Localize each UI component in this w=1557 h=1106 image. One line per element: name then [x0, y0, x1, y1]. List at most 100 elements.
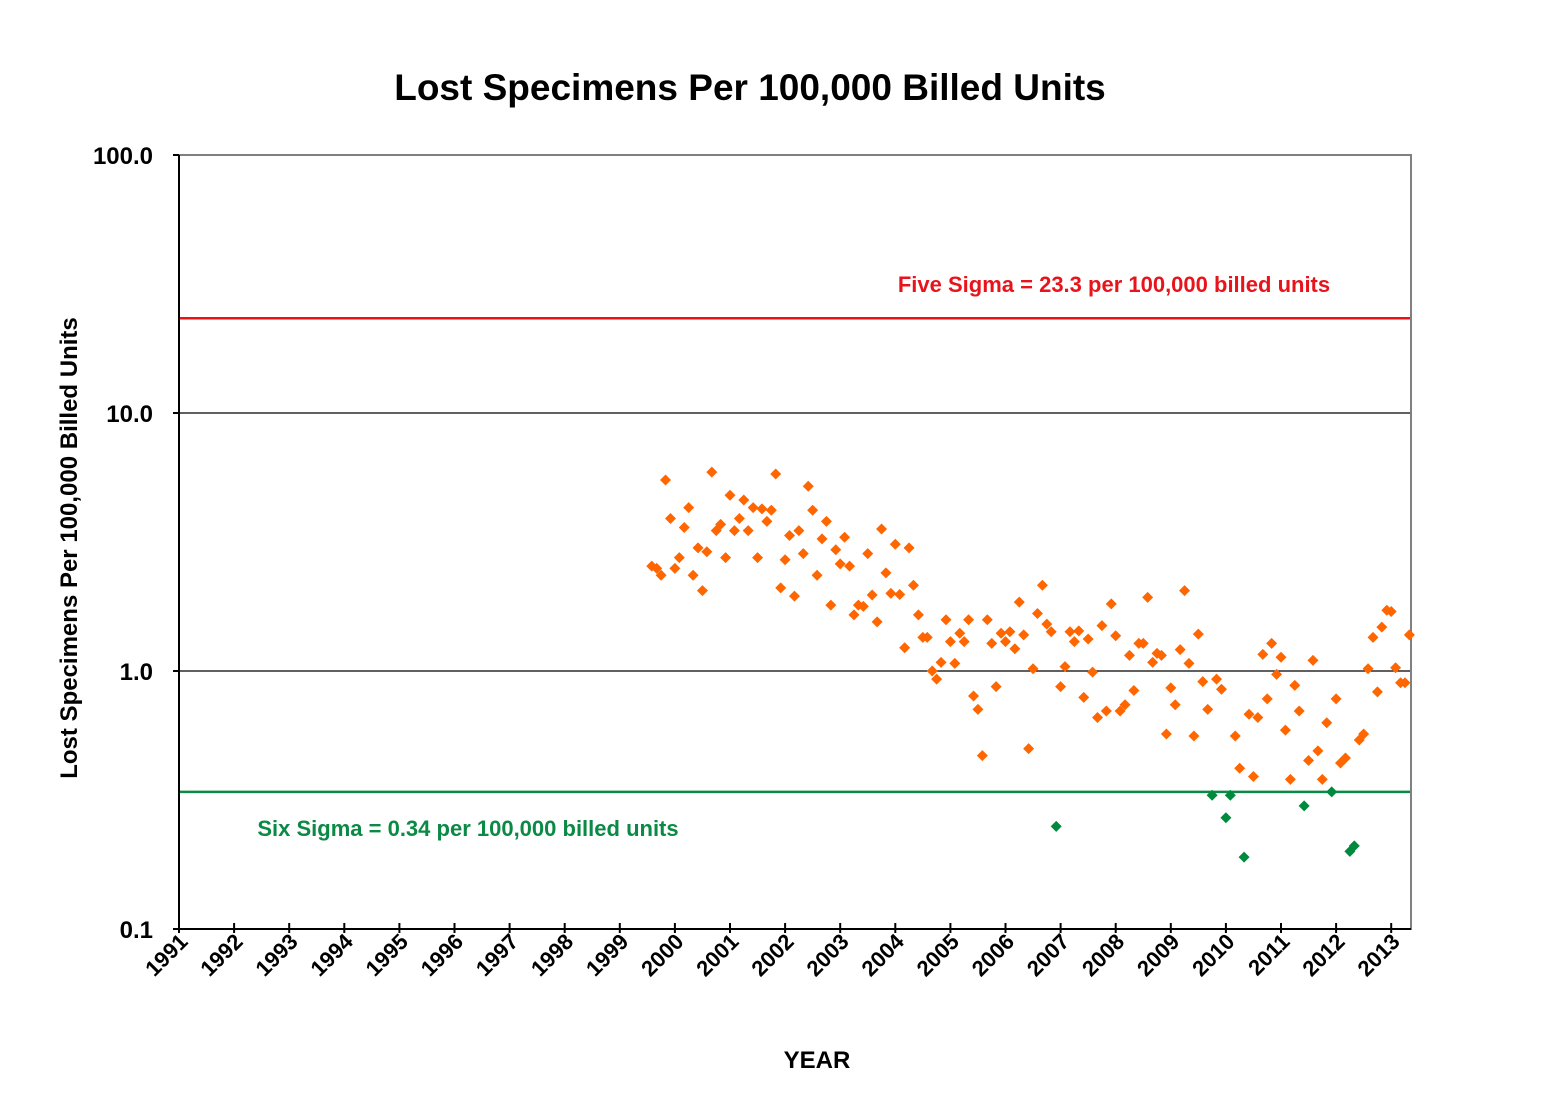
data-point: [844, 560, 856, 572]
data-point: [1110, 630, 1122, 642]
x-tick-label: 2013: [1352, 929, 1404, 981]
data-point: [1197, 676, 1209, 688]
data-point: [1243, 708, 1255, 720]
x-tick-label: 2002: [746, 929, 798, 981]
data-point: [1147, 656, 1159, 668]
data-point: [981, 614, 993, 626]
data-point: [926, 665, 938, 677]
data-point: [830, 544, 842, 556]
data-point: [738, 494, 750, 506]
data-point: [1174, 644, 1186, 656]
x-axis-ticks: 1991 1992 1993 1994 1995 1996 1997 1998 1999 2000…: [140, 923, 1405, 981]
x-tick-label: 1995: [361, 929, 413, 981]
data-point: [1293, 705, 1305, 717]
data-point: [779, 554, 791, 566]
data-point: [1399, 677, 1411, 689]
data-point: [724, 489, 736, 501]
data-point: [1137, 637, 1149, 649]
data-point: [1000, 636, 1011, 648]
data-point: [1064, 626, 1076, 638]
data-point: [1303, 754, 1315, 766]
data-point: [1073, 625, 1085, 637]
data-point: [1045, 626, 1057, 638]
data-point: [1078, 691, 1090, 703]
data-point: [807, 504, 819, 516]
data-point: [944, 636, 956, 648]
data-point: [1261, 693, 1273, 705]
data-point: [935, 656, 947, 668]
data-point: [876, 523, 888, 535]
data-point: [664, 513, 676, 525]
data-point: [866, 589, 878, 601]
data-point: [1018, 629, 1030, 641]
x-tick-label: 2004: [857, 928, 910, 981]
data-point: [811, 569, 823, 581]
data-point: [1059, 661, 1071, 673]
data-point: [1229, 730, 1241, 742]
data-point: [1160, 728, 1172, 740]
data-point: [1403, 629, 1415, 641]
data-point: [1376, 621, 1388, 633]
data-point: [940, 614, 952, 626]
data-point: [889, 538, 901, 550]
chart-title: Lost Specimens Per 100,000 Billed Units: [394, 67, 1106, 108]
data-point: [1119, 699, 1131, 711]
data-point: [802, 480, 814, 492]
data-point: [1155, 649, 1167, 661]
data-point: [1358, 728, 1370, 740]
data-point: [728, 525, 740, 537]
data-point: [669, 562, 681, 574]
data-point: [1013, 596, 1025, 608]
data-point: [1114, 705, 1126, 717]
data-point: [1050, 820, 1062, 832]
data-point: [871, 616, 883, 628]
data-point: [976, 750, 988, 762]
data-point: [1257, 648, 1269, 660]
data-point: [912, 609, 924, 621]
data-point: [1206, 789, 1218, 801]
data-point: [1211, 673, 1223, 685]
data-point: [820, 515, 832, 527]
data-point: [1092, 712, 1104, 724]
data-point: [857, 600, 869, 612]
x-tick-label: 1994: [306, 928, 359, 981]
data-point: [1279, 724, 1291, 736]
data-point: [848, 609, 860, 621]
data-point: [1289, 679, 1301, 691]
data-point: [687, 569, 699, 581]
x-tick-label: 2007: [1022, 929, 1074, 981]
data-point: [1188, 730, 1200, 742]
x-tick-label: 2012: [1297, 929, 1349, 981]
data-point: [1390, 662, 1402, 674]
x-tick-label: 2010: [1187, 929, 1239, 981]
data-point: [816, 533, 828, 545]
gridlines: [179, 412, 1411, 672]
data-point: [1275, 651, 1287, 663]
y-axis-ticks: 0.1 1.0 10.0 100.0: [93, 143, 179, 944]
data-point: [972, 703, 984, 715]
data-point: [963, 614, 975, 626]
data-point: [894, 588, 906, 600]
data-point: [968, 690, 980, 702]
data-point: [995, 627, 1007, 639]
x-axis-label: YEAR: [784, 1047, 851, 1074]
data-point: [756, 503, 768, 515]
reference-lines: [179, 316, 1411, 794]
data-point: [1215, 683, 1227, 695]
data-point: [1362, 663, 1374, 675]
y-tick-label: 10.0: [106, 401, 153, 428]
data-point: [1082, 633, 1094, 645]
data-point: [1298, 800, 1310, 812]
data-point: [720, 552, 732, 564]
data-point: [1252, 712, 1264, 724]
data-point: [1385, 606, 1397, 618]
data-point: [903, 542, 915, 554]
data-point: [1326, 786, 1338, 798]
data-point: [1224, 789, 1236, 801]
data-point: [1367, 631, 1379, 643]
data-point: [1348, 840, 1360, 852]
data-point: [660, 474, 672, 486]
data-point: [1192, 628, 1204, 640]
